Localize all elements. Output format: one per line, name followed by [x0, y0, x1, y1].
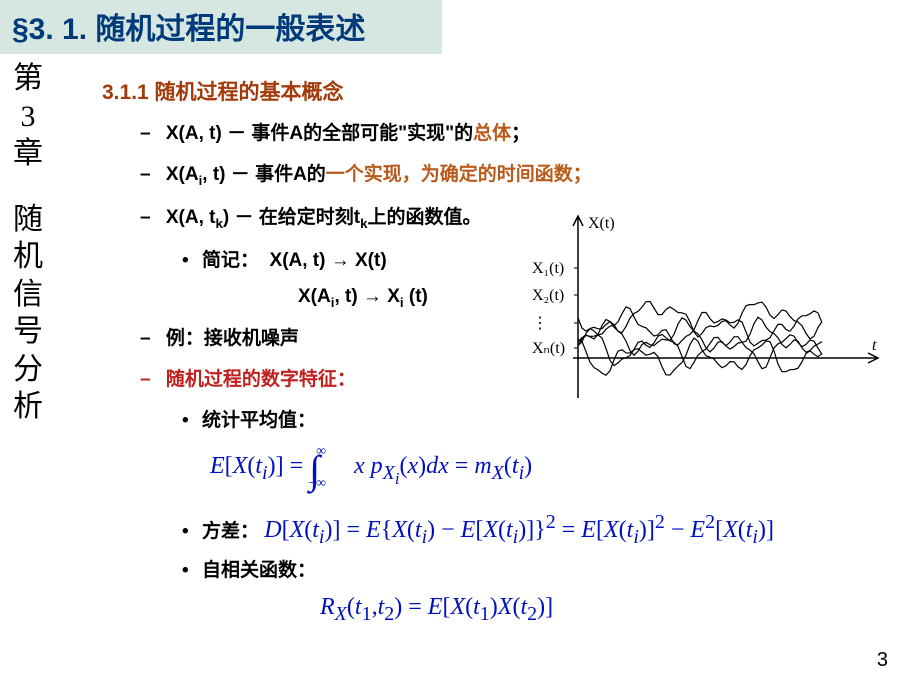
sidebar-char: 号: [8, 313, 48, 351]
sidebar-char: 3: [8, 98, 48, 136]
bullet-icon: •: [182, 521, 189, 542]
bullet-variance: • 方差： D[X(ti)] = E{X(ti) − E[X(ti)]}2 = …: [182, 511, 900, 549]
sidebar-char: 析: [8, 388, 48, 426]
bullet-icon: •: [182, 250, 189, 271]
chapter-sidebar: 第 3 章 随 机 信 号 分 析: [8, 60, 48, 426]
dash-icon: –: [140, 328, 151, 349]
bullet-icon: •: [182, 560, 189, 581]
equation-mean: E[X(ti)] = ∫∞−∞ x pXi(x)dx = mX(ti): [210, 446, 900, 493]
svg-text:X(t): X(t): [588, 215, 615, 232]
equation-acf: RX(t1,t2) = E[X(t1)X(t2)]: [320, 594, 900, 626]
sidebar-char: 信: [8, 276, 48, 314]
svg-text:Xₙ(t): Xₙ(t): [532, 340, 565, 357]
svg-text:⋮: ⋮: [532, 315, 548, 332]
bullet-xa-t: – X(A, t) － 事件A的全部可能"实现"的总体；: [140, 118, 900, 145]
dash-icon: –: [140, 164, 151, 185]
page-number: 3: [877, 649, 888, 672]
dash-icon: –: [140, 207, 151, 228]
bullet-icon: •: [182, 410, 189, 431]
svg-text:X₁(t): X₁(t): [532, 260, 564, 277]
dash-icon: –: [140, 369, 151, 390]
sidebar-char: 第: [8, 60, 48, 98]
equation-variance: D[X(ti)] = E{X(ti) − E[X(ti)]}2 = E[X(ti…: [264, 517, 774, 543]
svg-text:X₂(t): X₂(t): [532, 287, 564, 304]
random-process-chart: X(t) X₁(t) X₂(t) ⋮ Xₙ(t) t: [530, 208, 880, 408]
dash-icon: –: [140, 123, 151, 144]
slide-title: §3. 1. 随机过程的一般表述: [12, 13, 365, 46]
sidebar-char: 章: [8, 135, 48, 173]
sidebar-char: 分: [8, 351, 48, 389]
sidebar-spacer: [8, 173, 48, 201]
bullet-stat-avg: • 统计平均值：: [182, 405, 900, 432]
sidebar-char: 机: [8, 238, 48, 276]
sidebar-char: 随: [8, 201, 48, 239]
svg-text:t: t: [872, 337, 877, 354]
bullet-autocorr: • 自相关函数：: [182, 555, 900, 582]
section-heading: 3.1.1 随机过程的基本概念: [102, 76, 900, 106]
bullet-xai-t: – X(Ai, t) － 事件A的一个实现，为确定的时间函数；: [140, 159, 900, 188]
title-bar: §3. 1. 随机过程的一般表述: [0, 0, 442, 54]
